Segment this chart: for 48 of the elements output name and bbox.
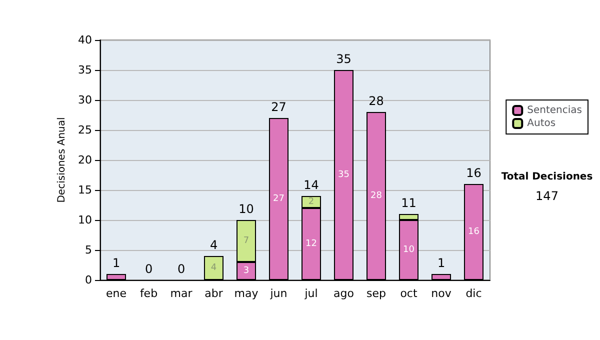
data-label: 3 bbox=[243, 266, 250, 276]
total-label: 1 bbox=[437, 256, 446, 270]
y-tick-label: 20 bbox=[78, 154, 92, 166]
total-label: 0 bbox=[177, 262, 186, 276]
total-label: 16 bbox=[466, 166, 482, 180]
y-tick-label: 15 bbox=[78, 184, 92, 196]
y-tick-label: 35 bbox=[78, 64, 92, 76]
x-tick-label: dic bbox=[466, 287, 482, 300]
total-label: 0 bbox=[144, 262, 153, 276]
data-label: 35 bbox=[338, 170, 350, 180]
y-tick-label: 30 bbox=[78, 94, 92, 106]
x-tick-label: nov bbox=[431, 287, 452, 300]
data-label: 12 bbox=[306, 239, 317, 249]
y-tick-label: 10 bbox=[78, 214, 92, 226]
data-label: 16 bbox=[468, 227, 480, 237]
text: Total Decisiones bbox=[501, 172, 593, 182]
x-tick-label: abr bbox=[204, 287, 224, 300]
y-tick-label: 25 bbox=[78, 124, 92, 136]
total-label: 27 bbox=[271, 100, 286, 114]
data-label: 2 bbox=[308, 197, 314, 207]
total-label: 10 bbox=[238, 202, 254, 216]
data-label: 7 bbox=[243, 236, 250, 246]
total-label: 1 bbox=[112, 256, 120, 270]
total-label: 4 bbox=[210, 238, 218, 252]
y-tick-label: 5 bbox=[85, 244, 92, 256]
x-tick-label: ene bbox=[106, 287, 127, 300]
x-tick-label: jun bbox=[269, 287, 288, 300]
total-label: 28 bbox=[368, 94, 384, 108]
data-label: 27 bbox=[273, 194, 284, 204]
x-tick-label: sep bbox=[366, 287, 386, 300]
data-label: 4 bbox=[210, 263, 217, 273]
data-label: 10 bbox=[403, 245, 415, 255]
y-tick-label: 0 bbox=[85, 274, 92, 286]
legend-label: Sentencias bbox=[527, 105, 582, 116]
x-tick-label: mar bbox=[170, 287, 193, 300]
legend-label: Autos bbox=[527, 118, 556, 129]
y-tick-label: 40 bbox=[78, 34, 92, 46]
data-label: 28 bbox=[370, 191, 382, 201]
x-tick-label: jul bbox=[304, 287, 318, 300]
x-tick-label: ago bbox=[334, 287, 354, 300]
x-tick-label: may bbox=[234, 287, 259, 300]
total-label: 14 bbox=[304, 178, 319, 192]
total-label: 11 bbox=[401, 196, 416, 210]
text: 147 bbox=[536, 189, 558, 203]
x-tick-label: oct bbox=[400, 287, 418, 300]
y-axis-title: Decisiones Anual bbox=[56, 117, 68, 203]
total-label: 35 bbox=[336, 52, 352, 66]
x-tick-label: feb bbox=[140, 287, 158, 300]
